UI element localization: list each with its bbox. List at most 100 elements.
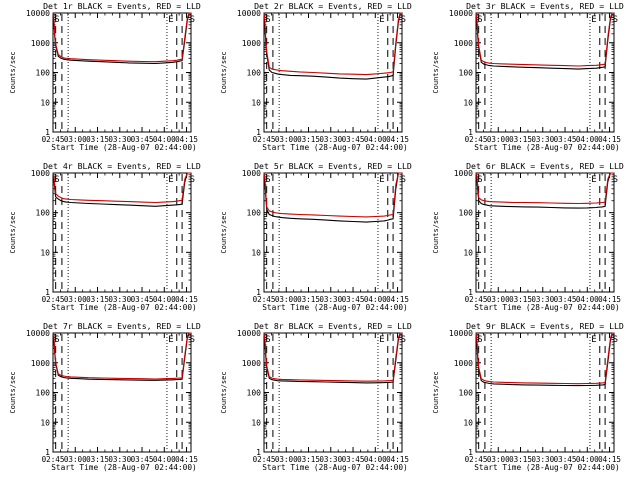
- chart-panel-5: Det 5r BLACK = Events, RED = LLD 1 10 100 10…: [220, 161, 412, 312]
- chart-title: Det 6r BLACK = Events, RED = LLD: [466, 161, 624, 171]
- y-tick-label: 1000: [454, 169, 473, 178]
- chart-title: Det 7r BLACK = Events, RED = LLD: [43, 321, 201, 331]
- y-tick-label: 10000: [26, 329, 50, 338]
- x-tick-label: 04:00: [364, 455, 387, 464]
- x-tick-label: 04:15: [598, 455, 621, 464]
- x-tick-label: 03:00: [275, 295, 298, 304]
- y-axis-label: Counts/sec: [220, 371, 228, 413]
- x-tick-label: 02:45: [253, 295, 276, 304]
- y-tick-label: 1: [468, 448, 473, 457]
- segment-marker: S: [190, 335, 195, 345]
- segment-marker: S: [477, 335, 482, 345]
- x-tick-label: 03:30: [108, 135, 131, 144]
- events-series-line: [475, 172, 614, 209]
- x-tick-label: 04:15: [598, 295, 621, 304]
- y-tick-label: 10: [463, 98, 473, 107]
- y-tick-label: 10: [463, 418, 473, 427]
- plot-frame: [475, 12, 615, 133]
- plot-frame: [475, 172, 615, 293]
- y-tick-label: 100: [459, 389, 474, 398]
- events-series-line: [475, 332, 614, 387]
- segment-marker: S: [190, 15, 195, 25]
- y-tick-label: 10: [40, 248, 50, 257]
- x-tick-label: 03:45: [131, 455, 154, 464]
- x-tick-label: 04:00: [576, 455, 599, 464]
- x-tick-label: 04:00: [576, 135, 599, 144]
- events-series-line: [263, 172, 402, 223]
- plot-frame: [52, 172, 192, 293]
- x-tick-label: 03:45: [554, 455, 577, 464]
- segment-marker: E: [168, 175, 173, 185]
- lld-series-line: [475, 12, 614, 67]
- plot-frame: [52, 332, 192, 453]
- lld-series-line: [263, 172, 402, 218]
- x-axis-label: Start Time (28-Aug-07 02:44:00): [262, 463, 408, 472]
- x-tick-label: 04:15: [386, 455, 409, 464]
- lld-series-line: [263, 12, 402, 76]
- x-tick-label: 02:45: [42, 455, 65, 464]
- x-axis-label: Start Time (28-Aug-07 02:44:00): [262, 143, 408, 152]
- segment-marker: S: [190, 175, 195, 185]
- x-tick-label: 04:15: [175, 135, 198, 144]
- x-tick-label: 02:45: [42, 135, 65, 144]
- lld-series-line: [52, 332, 191, 380]
- segment-marker: S: [477, 15, 482, 25]
- x-axis-label: Start Time (28-Aug-07 02:44:00): [51, 303, 197, 312]
- x-tick-label: 03:15: [297, 295, 320, 304]
- segment-marker: E: [379, 175, 384, 185]
- chart-panel-3: Det 3r BLACK = Events, RED = LLD 1 10 100 10…: [432, 1, 624, 152]
- y-tick-label: 1: [468, 128, 473, 137]
- x-tick-label: 02:45: [465, 135, 488, 144]
- x-tick-label: 04:00: [153, 135, 176, 144]
- y-tick-label: 100: [36, 389, 51, 398]
- chart-title: Det 3r BLACK = Events, RED = LLD: [466, 1, 624, 11]
- segment-marker: E: [591, 175, 596, 185]
- segment-marker: S: [401, 335, 406, 345]
- y-tick-label: 1: [45, 128, 50, 137]
- segment-marker: S: [54, 175, 59, 185]
- segment-marker: E: [168, 15, 173, 25]
- y-axis-label: Counts/sec: [9, 211, 17, 253]
- x-tick-label: 03:15: [509, 455, 532, 464]
- segment-marker: S: [265, 335, 270, 345]
- x-axis-label: Start Time (28-Aug-07 02:44:00): [51, 143, 197, 152]
- lld-series-line: [52, 172, 191, 204]
- y-tick-label: 1000: [31, 359, 50, 368]
- y-tick-label: 100: [459, 69, 474, 78]
- x-tick-label: 04:15: [598, 135, 621, 144]
- x-tick-label: 03:45: [554, 295, 577, 304]
- x-axis-label: Start Time (28-Aug-07 02:44:00): [474, 463, 620, 472]
- y-tick-label: 1: [45, 448, 50, 457]
- segment-marker: S: [613, 15, 618, 25]
- chart-panel-1: Det 1r BLACK = Events, RED = LLD 1 10 100 10…: [9, 1, 201, 152]
- y-tick-label: 10: [251, 98, 261, 107]
- y-tick-label: 1: [256, 288, 261, 297]
- lld-series-line: [475, 172, 614, 205]
- y-tick-label: 1000: [242, 39, 261, 48]
- segment-marker: S: [477, 175, 482, 185]
- x-tick-label: 02:45: [42, 295, 65, 304]
- x-tick-label: 03:45: [342, 135, 365, 144]
- x-tick-label: 03:45: [554, 135, 577, 144]
- x-tick-label: 03:30: [108, 295, 131, 304]
- y-axis-label: Counts/sec: [220, 51, 228, 93]
- segment-marker: S: [54, 15, 59, 25]
- y-tick-label: 100: [36, 69, 51, 78]
- y-tick-label: 10000: [449, 9, 473, 18]
- x-tick-label: 04:15: [175, 455, 198, 464]
- y-axis-label: Counts/sec: [432, 371, 440, 413]
- x-tick-label: 03:15: [509, 135, 532, 144]
- y-tick-label: 10: [251, 248, 261, 257]
- y-tick-label: 10: [40, 418, 50, 427]
- x-tick-label: 03:30: [319, 135, 342, 144]
- x-tick-label: 03:15: [297, 135, 320, 144]
- y-axis-label: Counts/sec: [432, 211, 440, 253]
- segment-marker: E: [591, 15, 596, 25]
- x-tick-label: 03:15: [86, 455, 109, 464]
- events-series-line: [263, 332, 402, 384]
- segment-marker: S: [265, 175, 270, 185]
- x-tick-label: 03:45: [131, 135, 154, 144]
- x-tick-label: 03:45: [342, 295, 365, 304]
- lld-series-line: [52, 12, 191, 63]
- events-series-line: [263, 12, 402, 80]
